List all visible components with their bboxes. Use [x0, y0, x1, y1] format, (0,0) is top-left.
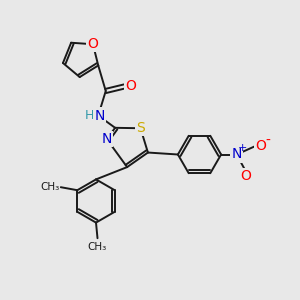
- Text: O: O: [240, 169, 251, 183]
- Text: N: N: [94, 109, 105, 123]
- Text: O: O: [88, 37, 98, 51]
- Text: -: -: [266, 134, 270, 148]
- Text: N: N: [102, 132, 112, 146]
- Text: H: H: [85, 109, 94, 122]
- Text: S: S: [136, 121, 145, 135]
- Text: CH₃: CH₃: [88, 242, 107, 252]
- Text: O: O: [125, 79, 136, 93]
- Text: N: N: [232, 148, 242, 161]
- Text: +: +: [237, 143, 247, 153]
- Text: O: O: [255, 139, 266, 152]
- Text: CH₃: CH₃: [40, 182, 59, 192]
